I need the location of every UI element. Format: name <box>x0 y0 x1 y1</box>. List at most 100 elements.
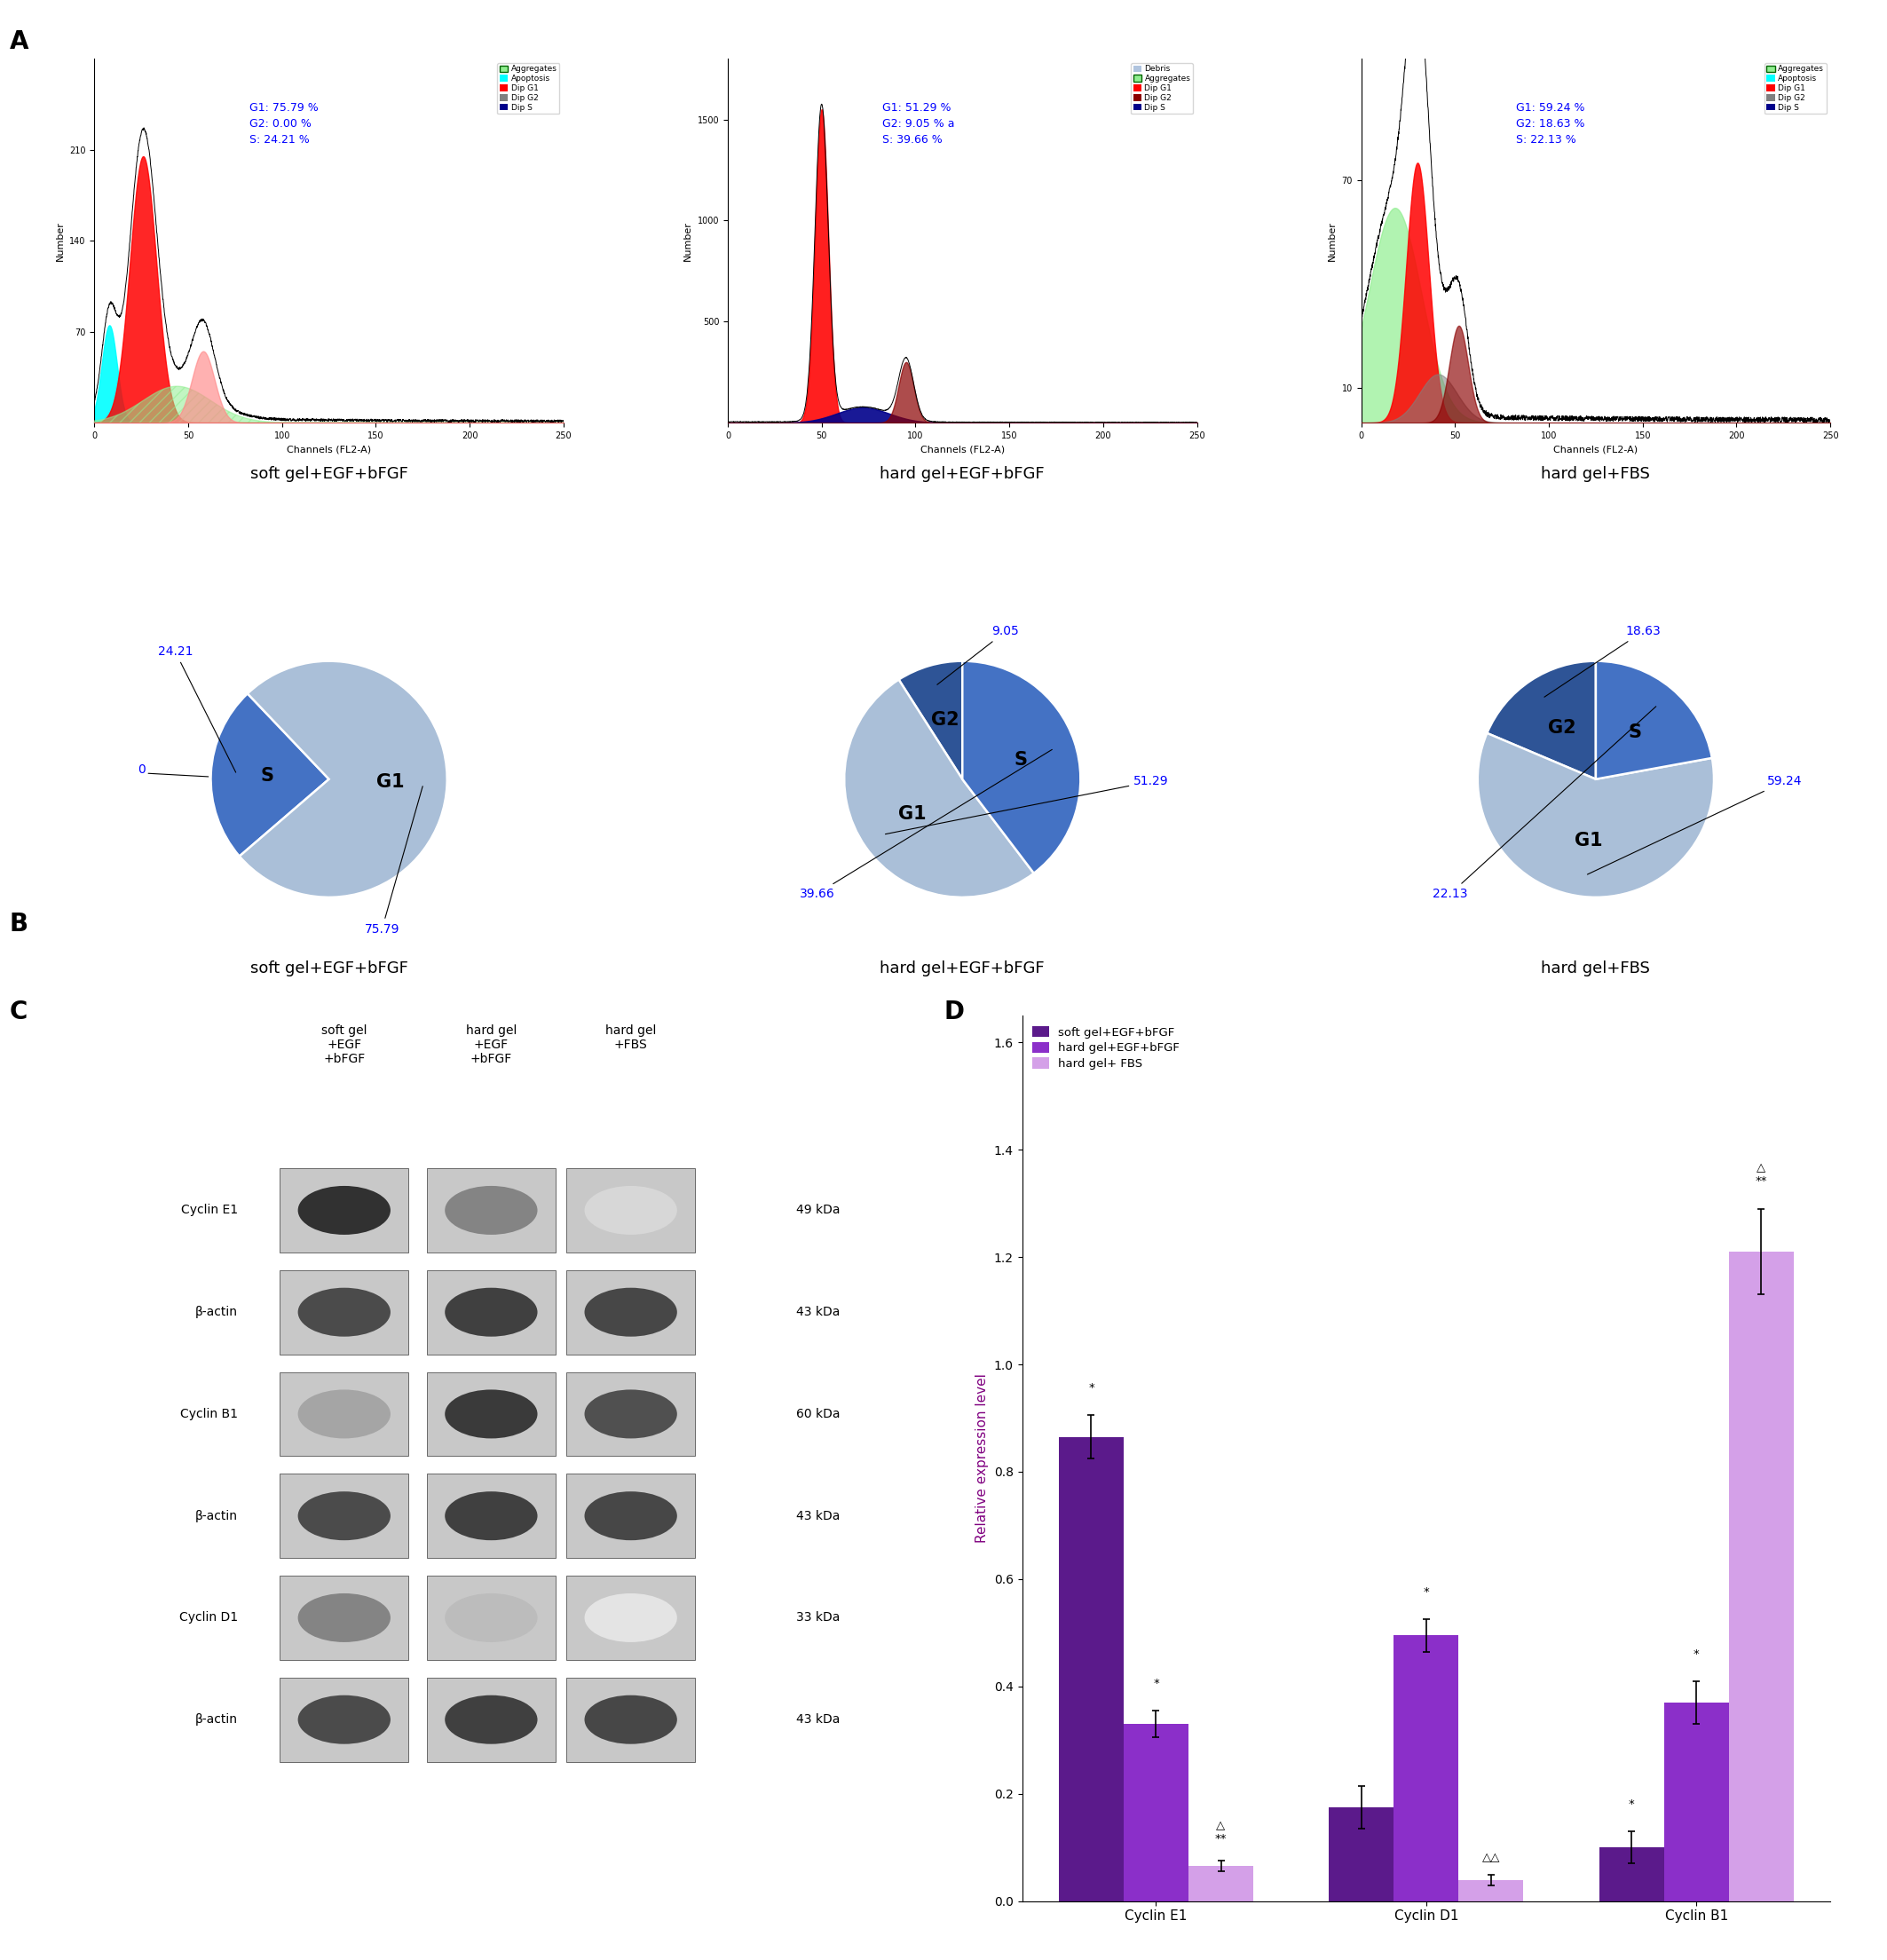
Text: 18.63: 18.63 <box>1544 625 1661 698</box>
Text: D: D <box>944 1000 964 1025</box>
Text: 75.79: 75.79 <box>364 786 423 935</box>
Ellipse shape <box>298 1390 391 1439</box>
Text: △
**: △ ** <box>1755 1162 1768 1188</box>
Ellipse shape <box>445 1288 538 1337</box>
Bar <box>1664 1703 1728 1901</box>
Text: soft gel+EGF+bFGF: soft gel+EGF+bFGF <box>249 466 408 482</box>
Legend: soft gel+EGF+bFGF, hard gel+EGF+bFGF, hard gel+ FBS: soft gel+EGF+bFGF, hard gel+EGF+bFGF, ha… <box>1028 1021 1185 1074</box>
Ellipse shape <box>445 1695 538 1744</box>
Text: 43 kDa: 43 kDa <box>796 1713 840 1727</box>
Text: G1: 51.29 %
G2: 9.05 % a
S: 39.66 %: G1: 51.29 % G2: 9.05 % a S: 39.66 % <box>883 102 955 145</box>
Text: A: A <box>9 29 28 55</box>
Text: 39.66: 39.66 <box>800 749 1053 900</box>
Text: G2: G2 <box>1547 719 1576 737</box>
Bar <box>1728 1252 1795 1901</box>
Ellipse shape <box>445 1492 538 1541</box>
Text: G1: 59.24 %
G2: 18.63 %
S: 22.13 %: G1: 59.24 % G2: 18.63 % S: 22.13 % <box>1515 102 1585 145</box>
Legend: Aggregates, Apoptosis, Dip G1, Dip G2, Dip S: Aggregates, Apoptosis, Dip G1, Dip G2, D… <box>498 63 560 114</box>
X-axis label: Channels (FL2-A): Channels (FL2-A) <box>1553 445 1638 455</box>
FancyBboxPatch shape <box>279 1168 408 1252</box>
Legend: Aggregates, Apoptosis, Dip G1, Dip G2, Dip S: Aggregates, Apoptosis, Dip G1, Dip G2, D… <box>1764 63 1827 114</box>
Ellipse shape <box>298 1186 391 1235</box>
Text: S: S <box>260 766 274 786</box>
FancyBboxPatch shape <box>279 1678 408 1762</box>
Text: G2: G2 <box>930 711 959 729</box>
Wedge shape <box>962 661 1081 874</box>
FancyBboxPatch shape <box>566 1576 694 1660</box>
Text: *: * <box>1153 1678 1159 1690</box>
Text: 0: 0 <box>138 764 145 776</box>
Text: *: * <box>1693 1648 1700 1660</box>
Y-axis label: Number: Number <box>55 221 64 261</box>
FancyBboxPatch shape <box>426 1372 555 1456</box>
Text: 43 kDa: 43 kDa <box>796 1305 840 1319</box>
Text: 43 kDa: 43 kDa <box>796 1509 840 1523</box>
Text: Cyclin E1: Cyclin E1 <box>181 1203 238 1217</box>
Text: soft gel+EGF+bFGF: soft gel+EGF+bFGF <box>249 960 408 976</box>
Text: 49 kDa: 49 kDa <box>796 1203 840 1217</box>
Text: G1: G1 <box>1576 831 1604 849</box>
Text: C: C <box>9 1000 28 1025</box>
Text: hard gel+EGF+bFGF: hard gel+EGF+bFGF <box>879 466 1045 482</box>
Text: hard gel+FBS: hard gel+FBS <box>1542 960 1651 976</box>
Text: 33 kDa: 33 kDa <box>796 1611 840 1625</box>
Wedge shape <box>1478 733 1713 898</box>
FancyBboxPatch shape <box>426 1168 555 1252</box>
Ellipse shape <box>445 1390 538 1439</box>
Y-axis label: Relative expression level: Relative expression level <box>976 1374 989 1543</box>
Ellipse shape <box>585 1695 677 1744</box>
Text: *: * <box>1628 1799 1634 1809</box>
X-axis label: Channels (FL2-A): Channels (FL2-A) <box>921 445 1004 455</box>
Text: G1: G1 <box>898 806 927 823</box>
Text: *: * <box>1423 1586 1428 1597</box>
FancyBboxPatch shape <box>566 1678 694 1762</box>
Ellipse shape <box>445 1186 538 1235</box>
Text: β-actin: β-actin <box>194 1509 238 1523</box>
FancyBboxPatch shape <box>566 1372 694 1456</box>
Text: soft gel
+EGF
+bFGF: soft gel +EGF +bFGF <box>321 1025 368 1066</box>
Text: Cyclin D1: Cyclin D1 <box>179 1611 238 1625</box>
Wedge shape <box>1487 661 1596 780</box>
Ellipse shape <box>298 1492 391 1541</box>
Text: 60 kDa: 60 kDa <box>796 1407 840 1421</box>
Y-axis label: Number: Number <box>1328 221 1336 261</box>
Bar <box>1328 1807 1394 1901</box>
Wedge shape <box>898 661 962 780</box>
Text: G1: 75.79 %
G2: 0.00 %
S: 24.21 %: G1: 75.79 % G2: 0.00 % S: 24.21 % <box>249 102 319 145</box>
Text: △
**: △ ** <box>1215 1821 1227 1844</box>
Bar <box>1123 1725 1189 1901</box>
Bar <box>1598 1848 1664 1901</box>
Text: G1: G1 <box>376 774 404 792</box>
Text: 51.29: 51.29 <box>885 776 1168 835</box>
FancyBboxPatch shape <box>566 1270 694 1354</box>
FancyBboxPatch shape <box>426 1270 555 1354</box>
Text: 24.21: 24.21 <box>159 645 236 772</box>
Bar <box>1059 1437 1123 1901</box>
Text: 59.24: 59.24 <box>1587 776 1802 874</box>
Ellipse shape <box>445 1593 538 1642</box>
Wedge shape <box>1596 661 1712 780</box>
Bar <box>1459 1880 1523 1901</box>
Bar <box>1189 1866 1253 1901</box>
Legend: Debris, Aggregates, Dip G1, Dip G2, Dip S: Debris, Aggregates, Dip G1, Dip G2, Dip … <box>1130 63 1193 114</box>
Wedge shape <box>240 661 447 898</box>
Ellipse shape <box>585 1390 677 1439</box>
Text: S: S <box>1013 751 1027 768</box>
X-axis label: Channels (FL2-A): Channels (FL2-A) <box>287 445 372 455</box>
Ellipse shape <box>298 1593 391 1642</box>
Ellipse shape <box>585 1186 677 1235</box>
Text: hard gel+FBS: hard gel+FBS <box>1542 466 1651 482</box>
Text: 22.13: 22.13 <box>1432 706 1657 900</box>
Wedge shape <box>843 680 1034 898</box>
FancyBboxPatch shape <box>566 1474 694 1558</box>
Text: hard gel
+FBS: hard gel +FBS <box>606 1025 657 1051</box>
FancyBboxPatch shape <box>279 1576 408 1660</box>
Ellipse shape <box>585 1492 677 1541</box>
Text: hard gel
+EGF
+bFGF: hard gel +EGF +bFGF <box>466 1025 517 1066</box>
FancyBboxPatch shape <box>566 1168 694 1252</box>
Text: hard gel+EGF+bFGF: hard gel+EGF+bFGF <box>879 960 1045 976</box>
FancyBboxPatch shape <box>426 1576 555 1660</box>
FancyBboxPatch shape <box>426 1678 555 1762</box>
FancyBboxPatch shape <box>279 1474 408 1558</box>
FancyBboxPatch shape <box>426 1474 555 1558</box>
